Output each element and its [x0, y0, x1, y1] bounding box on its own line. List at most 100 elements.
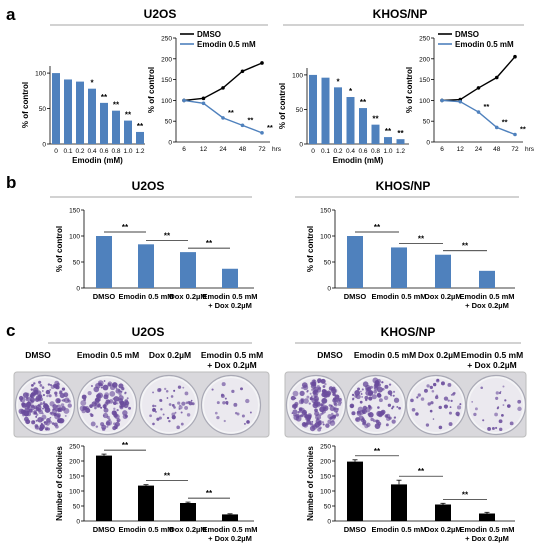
x-tick-label: 0.6: [99, 148, 108, 155]
colony: [46, 394, 49, 398]
colony: [459, 403, 462, 406]
colony: [450, 394, 453, 396]
colony: [495, 391, 499, 395]
colony: [455, 411, 460, 416]
y-tick-label: 50: [324, 504, 332, 511]
colony: [372, 419, 376, 423]
colony: [308, 402, 311, 405]
colony: [168, 403, 172, 406]
colony: [111, 410, 117, 416]
plate-label-combo: Emodin 0.5 mM: [201, 350, 263, 360]
colony: [303, 413, 308, 418]
x-tick-label: + Dox 0.2µM: [208, 534, 252, 543]
colony: [309, 382, 313, 385]
colony: [415, 412, 419, 416]
legend-label: DMSO: [455, 30, 479, 39]
y-tick-label: 50: [73, 260, 81, 267]
data-point: [201, 96, 206, 101]
colony: [216, 401, 220, 405]
colony: [364, 423, 369, 429]
colony: [49, 388, 52, 391]
significance-mark: **: [372, 115, 379, 124]
colony: [351, 398, 355, 401]
colony: [97, 403, 101, 408]
y-axis-label: % of control: [21, 82, 30, 128]
bar: [435, 254, 451, 288]
colony: [411, 407, 416, 412]
x-tick-label: + Dox 0.2µM: [465, 534, 509, 543]
colony: [321, 389, 327, 394]
colony: [369, 385, 373, 389]
significance-mark: **: [164, 231, 171, 240]
colony: [502, 404, 505, 406]
x-tick-label: Emodin 0.5 mM: [118, 525, 173, 534]
colony: [376, 378, 381, 384]
colony: [325, 423, 330, 428]
x-tick-label: 0.2: [333, 148, 342, 155]
data-point: [440, 98, 444, 103]
bar: [138, 485, 154, 521]
colony: [392, 394, 395, 397]
colony: [236, 412, 240, 416]
y-axis-label: % of control: [405, 67, 414, 113]
colony: [25, 396, 31, 402]
colony: [448, 422, 453, 427]
colony: [103, 380, 106, 382]
colony: [432, 382, 437, 387]
significance-mark: **: [113, 101, 120, 110]
x-tick-label: 0.1: [63, 148, 72, 155]
y-tick-label: 100: [35, 71, 46, 78]
bar: [346, 97, 355, 144]
x-tick-label: 1.0: [383, 148, 392, 155]
colony: [97, 392, 104, 399]
data-point: [182, 98, 186, 103]
colony: [326, 393, 330, 397]
colony: [410, 398, 414, 403]
colony: [41, 412, 44, 415]
colony: [291, 403, 297, 409]
colony: [368, 396, 373, 401]
colony: [301, 386, 304, 390]
y-tick-label: 50: [423, 119, 431, 126]
colony: [180, 411, 183, 414]
x-tick-label: 6: [440, 146, 444, 153]
y-axis-label: % of control: [306, 226, 315, 272]
colony: [482, 419, 485, 422]
x-tick-label: Emodin 0.5 mM: [371, 525, 426, 534]
colony: [318, 386, 322, 390]
colony: [100, 406, 103, 409]
y-tick-label: 250: [320, 444, 331, 451]
colony: [432, 418, 435, 420]
colony: [498, 391, 502, 395]
colony: [113, 396, 120, 402]
colony: [329, 405, 335, 412]
x-tick-label: Emodin 0.5 mM: [202, 292, 257, 301]
colony: [170, 395, 174, 398]
colony: [34, 424, 39, 428]
x-tick-label: DMSO: [93, 525, 116, 534]
x-tick-label: 48: [239, 146, 247, 153]
colony: [384, 414, 389, 418]
data-point: [494, 75, 499, 80]
x-tick-label: 24: [475, 146, 483, 153]
colony: [171, 412, 176, 417]
colony: [360, 392, 363, 395]
colony: [32, 410, 37, 415]
colony: [216, 416, 220, 420]
header-c-u2os: U2OS: [132, 325, 165, 339]
plate-label-emodin: Emodin 0.5 mM: [77, 350, 139, 360]
y-tick-label: 150: [69, 474, 80, 481]
colony: [315, 418, 320, 424]
colony: [321, 397, 328, 404]
bar: [100, 102, 108, 144]
colony: [300, 400, 304, 404]
colony: [299, 390, 305, 396]
y-tick-label: 0: [76, 519, 80, 526]
colony: [166, 416, 170, 420]
bar: [309, 74, 317, 144]
colony: [310, 395, 313, 398]
bar: [222, 514, 238, 521]
colony: [118, 383, 124, 389]
significance-mark: **: [502, 117, 508, 126]
